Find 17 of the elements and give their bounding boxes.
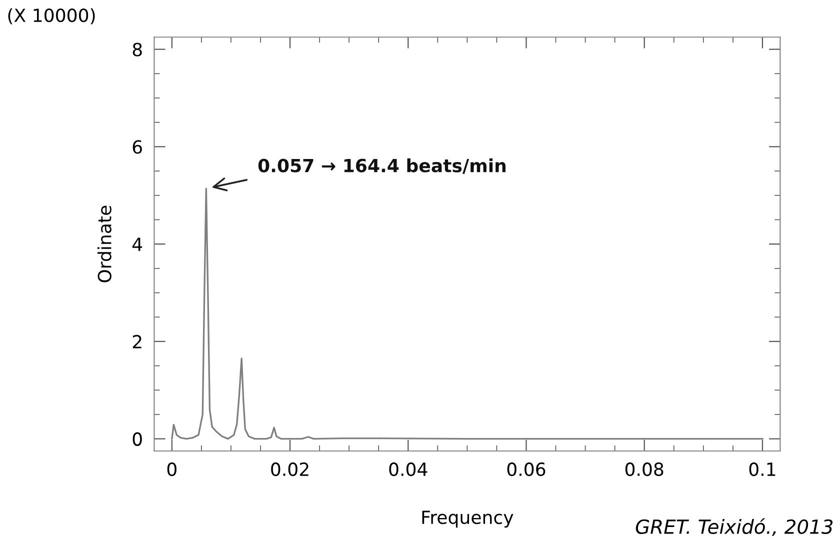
y-tick-label: 0: [132, 432, 142, 446]
x-tick-label: 0.06: [507, 462, 546, 476]
annotation: 0.057 → 164.4 beats/min: [258, 158, 506, 174]
line-series: [171, 188, 764, 440]
y-tick-label: 6: [132, 140, 142, 154]
text: GRET. Teixidó., 2013: [636, 518, 833, 536]
y-tick-label: 4: [132, 238, 142, 251]
y-tick-label: 8: [132, 42, 142, 56]
text: (X 10000): [8, 8, 95, 24]
y-axis-title: Ordinate: [97, 206, 112, 282]
x-tick-label: 0.1: [749, 462, 776, 476]
x-axis-title: Frequency: [422, 510, 514, 528]
y-tick-label: 2: [132, 334, 142, 348]
x-tick-label: 0.08: [625, 462, 664, 476]
x-tick-label: 0: [167, 462, 176, 476]
x-tick-label: 0.04: [389, 462, 428, 476]
x-tick-label: 0.02: [271, 462, 308, 476]
